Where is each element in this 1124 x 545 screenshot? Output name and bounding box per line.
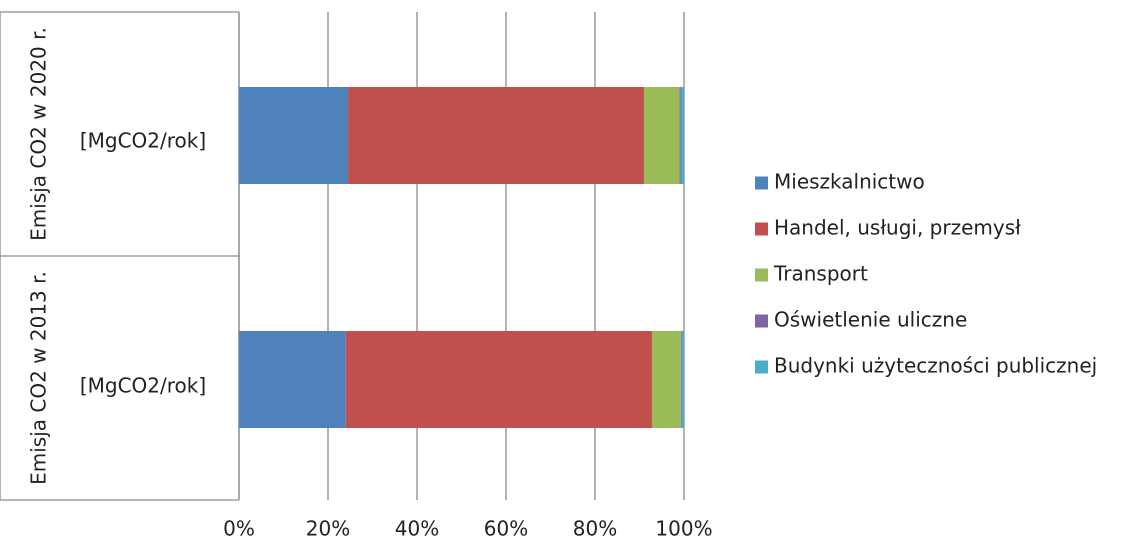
bar-segment	[680, 87, 684, 184]
legend: Mieszkalnictwo Handel, usługi, przemysł Tr…	[755, 170, 1097, 378]
legend-swatch	[755, 360, 768, 374]
bar-segment	[643, 87, 680, 184]
legend-label: Handel, usługi, przemysł	[774, 216, 1021, 240]
bar-segment	[345, 331, 652, 428]
bar-segment	[239, 331, 346, 428]
legend-swatch	[755, 176, 768, 190]
bar-segment	[239, 87, 349, 184]
legend-swatch	[755, 222, 768, 236]
x-tick-label: 0%	[223, 517, 255, 541]
x-tick-label: 80%	[573, 517, 617, 541]
bars	[239, 87, 684, 428]
category-label: [MgCO2/rok]	[80, 129, 206, 153]
category-label: [MgCO2/rok]	[80, 374, 206, 398]
bar-segment	[651, 331, 681, 428]
legend-label: Budynki użyteczności publicznej	[774, 354, 1097, 378]
x-tick-label: 40%	[395, 517, 439, 541]
legend-label: Mieszkalnictwo	[774, 170, 925, 194]
legend-swatch	[755, 268, 768, 282]
bar-segment	[679, 87, 681, 184]
x-tick-label: 60%	[484, 517, 528, 541]
bar-segment	[348, 87, 644, 184]
category-labels: [MgCO2/rok] [MgCO2/rok]	[80, 129, 206, 398]
bar-segment	[681, 331, 684, 428]
legend-label: Transport	[773, 262, 868, 286]
x-tick-label: 20%	[306, 517, 350, 541]
bar-segment	[680, 331, 682, 428]
group-labels: Emisja CO2 w 2020 r. Emisja CO2 w 2013 r.	[27, 27, 51, 485]
legend-label: Oświetlenie uliczne	[774, 308, 967, 332]
x-tick-label: 100%	[655, 517, 712, 541]
group-label: Emisja CO2 w 2013 r.	[27, 271, 51, 485]
group-label: Emisja CO2 w 2020 r.	[27, 27, 51, 241]
x-tick-labels: 0% 20% 40% 60% 80% 100%	[223, 517, 712, 541]
legend-swatch	[755, 314, 768, 328]
